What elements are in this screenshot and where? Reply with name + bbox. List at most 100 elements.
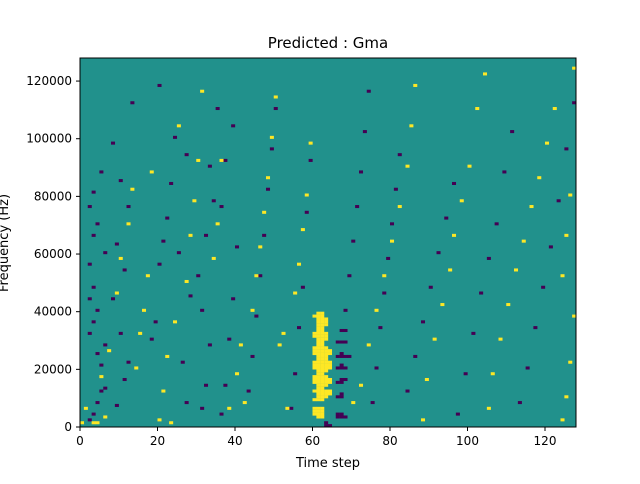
heatmap-cell-130 (339, 380, 344, 384)
heatmap-cell-148 (91, 412, 96, 416)
heatmap-cell-135 (339, 363, 344, 367)
plot-area (79, 57, 577, 428)
heatmap-cell-274 (145, 274, 150, 278)
heatmap-cell-144 (343, 340, 348, 344)
heatmap-cell-163 (95, 222, 100, 226)
heatmap-cell-332 (506, 303, 511, 307)
heatmap-cell-119 (324, 421, 329, 425)
x-tick-label-40: 40 (227, 434, 242, 448)
heatmap-cell-51 (316, 366, 321, 370)
heatmap-cell-343 (560, 274, 565, 278)
heatmap-cell-201 (223, 383, 228, 387)
heatmap-cell-76 (320, 354, 325, 358)
heatmap-cell-312 (374, 308, 379, 312)
heatmap-cell-165 (91, 190, 96, 194)
heatmap-cell-150 (99, 389, 104, 393)
heatmap-cell-308 (308, 141, 313, 145)
heatmap-cell-316 (405, 164, 410, 168)
heatmap-cell-45 (328, 380, 333, 384)
heatmap-cell-290 (227, 406, 232, 410)
heatmap-cell-122 (335, 412, 340, 416)
heatmap-cell-17 (316, 386, 321, 390)
plot-frame (79, 57, 577, 428)
heatmap-cell-216 (289, 406, 294, 410)
heatmap-cell-67 (328, 360, 333, 364)
heatmap-cell-303 (285, 406, 290, 410)
heatmap-cell-58 (320, 360, 325, 364)
x-tick-label-0: 0 (76, 434, 84, 448)
heatmap-cell-160 (87, 262, 92, 266)
heatmap-cell-251 (510, 130, 515, 134)
y-tick-label-40000: 40000 (34, 305, 72, 319)
heatmap-cell-80 (320, 343, 325, 347)
heatmap-cell-19 (320, 395, 325, 399)
heatmap-cell-72 (316, 352, 321, 356)
heatmap-cell-273 (142, 308, 147, 312)
heatmap-cell-272 (138, 331, 143, 335)
heatmap-cell-224 (351, 239, 356, 243)
heatmap-cell-112 (320, 317, 325, 321)
heatmap-cell-31 (316, 383, 321, 387)
heatmap-cell-254 (533, 326, 538, 330)
heatmap-cell-27 (328, 389, 333, 393)
heatmap-cell-127 (339, 395, 344, 399)
heatmap-cell-24 (324, 392, 329, 396)
heatmap-cell-138 (339, 354, 344, 358)
heatmap-cell-131 (339, 377, 344, 382)
heatmap-cell-128 (339, 392, 344, 396)
heatmap-cell-188 (188, 294, 193, 298)
heatmap-cell-278 (165, 354, 170, 358)
heatmap-cell-26 (328, 392, 333, 396)
heatmap-cell-4 (316, 412, 321, 416)
heatmap-cell-102 (312, 314, 317, 318)
heatmap-cell-225 (355, 205, 360, 209)
heatmap-cell-328 (483, 72, 488, 76)
heatmap-cell-214 (269, 147, 274, 151)
heatmap-cell-155 (87, 331, 92, 335)
heatmap-cell-256 (548, 245, 553, 249)
heatmap-cell-183 (169, 181, 174, 185)
heatmap-cell-281 (176, 124, 181, 128)
heatmap-cell-244 (455, 412, 460, 416)
heatmap-cell-237 (405, 389, 410, 393)
heatmap-cell-186 (184, 401, 189, 405)
heatmap-cell-342 (572, 314, 577, 318)
heatmap-cell-340 (564, 395, 569, 399)
heatmap-cell-104 (316, 323, 321, 327)
heatmap-cell-218 (297, 326, 302, 330)
heatmap-cell-114 (320, 311, 325, 315)
heatmap-cell-327 (475, 107, 480, 111)
heatmap-cell-311 (366, 343, 371, 347)
heatmap-cell-92 (316, 331, 321, 335)
heatmap-cell-71 (316, 354, 321, 358)
x-tick-label-120: 120 (534, 434, 557, 448)
heatmap-cell-294 (250, 308, 255, 312)
heatmap-cell-233 (386, 256, 391, 260)
heatmap-cell-22 (320, 386, 325, 390)
heatmap-cell-275 (149, 170, 154, 174)
heatmap-cell-53 (316, 360, 321, 364)
heatmap-cell-86 (328, 349, 333, 353)
heatmap-cell-117 (324, 317, 329, 321)
heatmap-cell-73 (316, 349, 321, 353)
heatmap-cell-12 (312, 389, 317, 393)
heatmap-cell-62 (324, 363, 329, 367)
heatmap-cell-3 (316, 415, 321, 419)
heatmap-cell-47 (312, 366, 317, 370)
heatmap-cell-271 (134, 366, 139, 370)
heatmap-cell-195 (196, 274, 201, 278)
heatmap-cell-197 (211, 199, 216, 203)
heatmap-cell-123 (339, 415, 344, 419)
heatmap-cell-192 (204, 383, 209, 387)
heatmap-cell-346 (572, 66, 577, 70)
heatmap-cell-185 (157, 83, 162, 87)
heatmap-cell-223 (347, 274, 352, 278)
heatmap-cell-196 (204, 233, 209, 237)
heatmap-cell-310 (359, 383, 364, 387)
x-axis: 0 20 40 60 80 100 120 (76, 427, 556, 448)
heatmap-cell-70 (312, 346, 317, 350)
heatmap-cell-276 (157, 418, 162, 422)
heatmap-cell-265 (103, 415, 108, 419)
heatmap-cell-157 (95, 308, 100, 312)
heatmap-cell-8 (320, 412, 325, 416)
